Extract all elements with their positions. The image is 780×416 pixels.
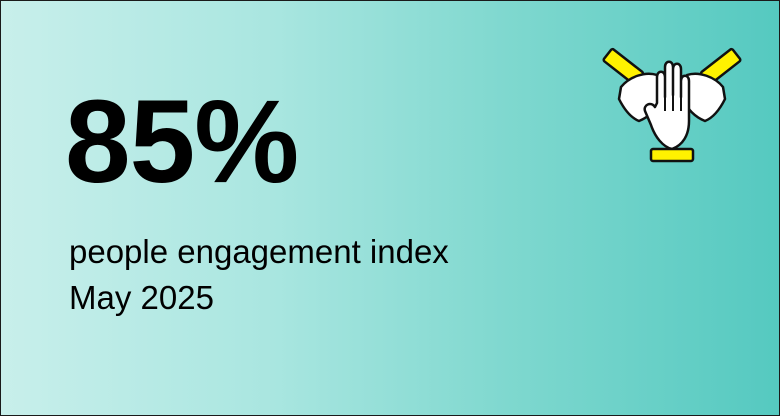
stat-caption: people engagement index May 2025 [69,229,449,321]
engagement-percentage: 85% [65,76,299,208]
period-label: May 2025 [69,279,214,316]
engagement-label: people engagement index [69,233,449,270]
hands-together-icon [602,47,742,163]
